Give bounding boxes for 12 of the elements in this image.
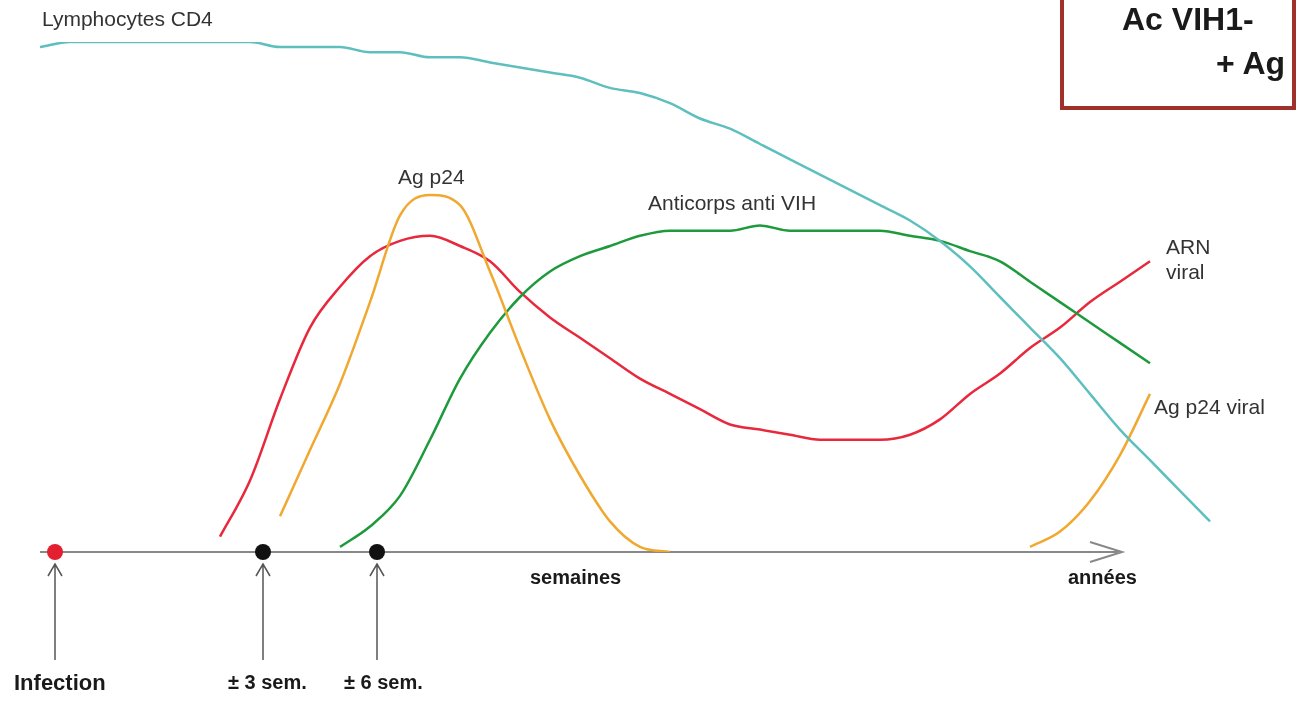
series-label: Ag p24 [398,164,466,190]
text: années [1068,565,1137,589]
text: semaines [530,565,622,589]
text: Ac VIH1- [1122,0,1254,39]
text: ± 3 sem. [228,670,307,694]
series-label: Anticorps anti VIH [648,190,818,216]
series-label: Ag p24 viral [1154,394,1266,420]
series-label: ARN viral [1166,234,1212,285]
text: ± 6 sem. [344,670,423,694]
text: Infection [14,670,106,697]
series-label: Lymphocytes CD4 [42,6,214,32]
annotation: + Ag [1216,44,1286,83]
